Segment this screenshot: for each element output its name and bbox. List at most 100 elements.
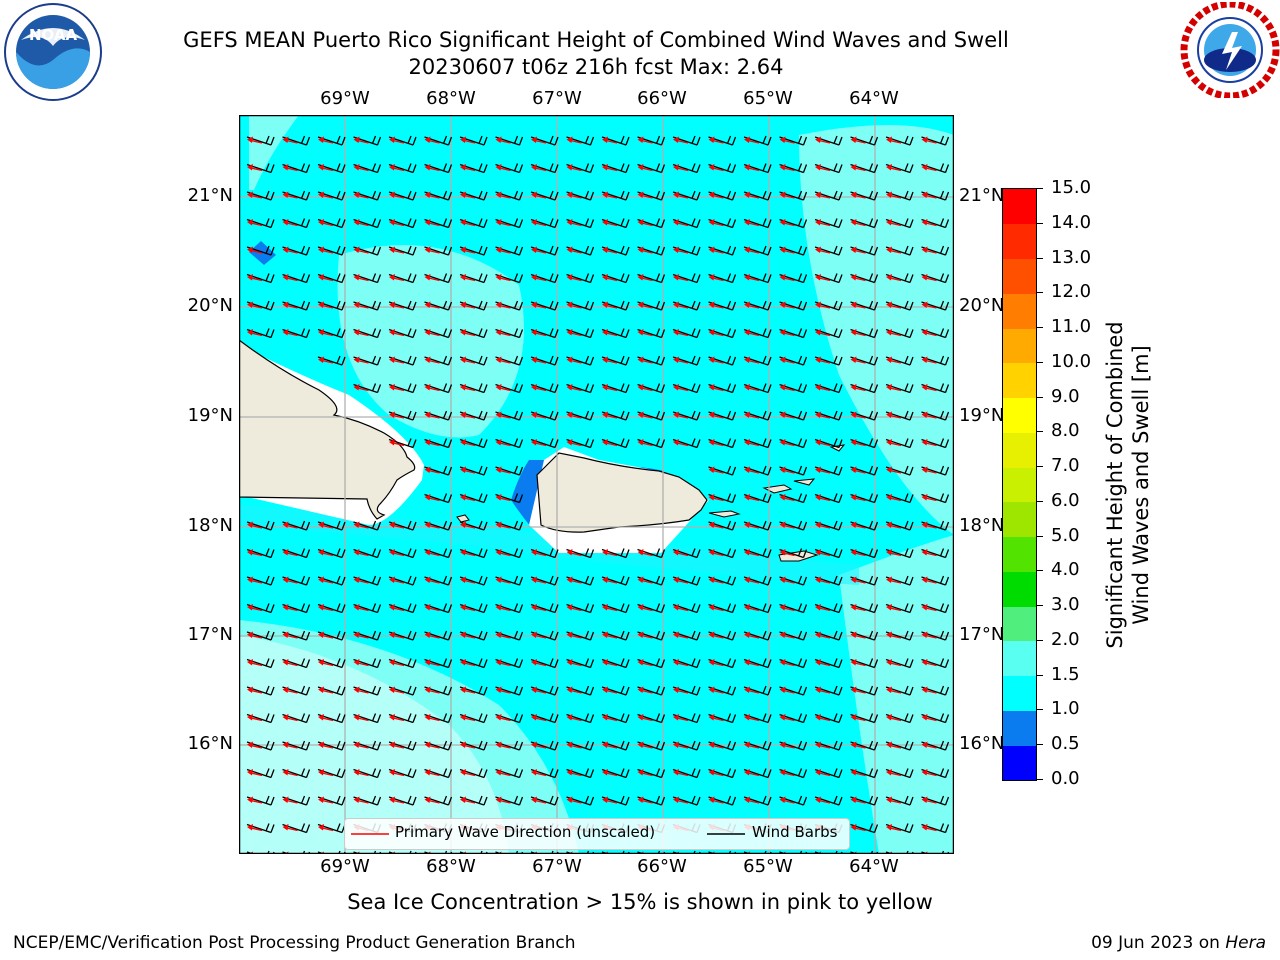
- wave-direction-arrow: [424, 274, 440, 282]
- chart-subtitle: 20230607 t06z 216h fcst Max: 2.64: [408, 55, 784, 79]
- wave-direction-arrow: [318, 576, 334, 584]
- wave-direction-arrow: [779, 219, 795, 227]
- lon-label-top: 69°W: [320, 88, 370, 109]
- wave-direction-arrow: [318, 136, 334, 144]
- wave-direction-arrow: [921, 274, 937, 282]
- colorbar-label-line2: Wind Waves and Swell [m]: [1129, 345, 1153, 625]
- colorbar-tick-label: 6.0: [1051, 489, 1080, 511]
- wave-direction-arrow: [744, 191, 760, 199]
- wave-direction-arrow: [318, 329, 334, 337]
- wave-direction-arrow: [850, 219, 866, 227]
- wave-direction-arrow: [815, 191, 831, 199]
- wave-direction-arrow: [318, 686, 334, 694]
- wave-direction-arrow: [886, 356, 902, 364]
- wave-direction-arrow: [353, 329, 369, 337]
- wave-arrow-layer: [247, 136, 937, 854]
- colorbar-tick-label: 0.0: [1051, 768, 1080, 789]
- lat-label-right: 20°N: [959, 295, 1005, 316]
- wave-direction-arrow: [886, 191, 902, 199]
- wave-direction-arrow: [566, 356, 582, 364]
- wave-direction-arrow: [850, 439, 866, 447]
- wave-direction-arrow: [389, 714, 405, 722]
- wave-direction-arrow: [460, 219, 476, 227]
- wave-direction-arrow: [744, 769, 760, 777]
- wave-direction-arrow: [353, 714, 369, 722]
- wave-direction-arrow: [531, 549, 547, 557]
- wave-direction-arrow: [850, 521, 866, 529]
- virgin-islands: [762, 444, 846, 494]
- colorbar-tick-mark: [1036, 744, 1043, 746]
- wave-direction-arrow: [779, 164, 795, 172]
- wave-direction-arrow: [673, 356, 689, 364]
- lat-label-right: 17°N: [959, 624, 1005, 645]
- wave-direction-arrow: [389, 164, 405, 172]
- footer-date: 09 Jun 2023 on Hera: [1091, 933, 1266, 953]
- wave-direction-arrow: [282, 796, 298, 804]
- colorbar-segment: [1003, 223, 1036, 259]
- wave-direction-arrow: [531, 741, 547, 749]
- wave-direction-arrow: [531, 246, 547, 254]
- wave-direction-arrow: [531, 136, 547, 144]
- lat-label-right: 16°N: [959, 733, 1005, 754]
- wave-direction-arrow: [815, 714, 831, 722]
- wave-direction-arrow: [921, 246, 937, 254]
- colorbar-segment: [1003, 258, 1036, 294]
- colorbar-tick-label: 10.0: [1051, 350, 1092, 372]
- wave-direction-arrow: [460, 521, 476, 529]
- wave-direction-arrow: [389, 219, 405, 227]
- wave-direction-arrow: [495, 796, 511, 804]
- wave-direction-arrow: [602, 439, 618, 447]
- wave-direction-arrow: [602, 356, 618, 364]
- wave-direction-arrow: [531, 686, 547, 694]
- wave-direction-arrow: [602, 219, 618, 227]
- wave-direction-arrow: [531, 191, 547, 199]
- wave-direction-arrow: [353, 274, 369, 282]
- wave-direction-arrow: [850, 191, 866, 199]
- wind-barb-legend-label: Wind Barbs: [752, 823, 838, 841]
- wave-direction-arrow: [389, 741, 405, 749]
- wave-direction-arrow: [460, 659, 476, 667]
- wave-direction-arrow: [318, 274, 334, 282]
- wave-direction-arrow: [602, 686, 618, 694]
- wave-direction-arrow: [318, 191, 334, 199]
- colorbar-segment: [1003, 745, 1036, 781]
- colorbar: [1002, 188, 1037, 781]
- wave-direction-arrow: [673, 686, 689, 694]
- wave-direction-arrow: [744, 329, 760, 337]
- wave-direction-arrow: [779, 136, 795, 144]
- wave-direction-arrow: [815, 439, 831, 447]
- wave-direction-arrow: [744, 466, 760, 474]
- wave-direction-arrow: [318, 164, 334, 172]
- wave-direction-arrow: [779, 356, 795, 364]
- wave-direction-arrow: [779, 466, 795, 474]
- wave-direction-arrow: [744, 796, 760, 804]
- wave-direction-arrow: [460, 301, 476, 309]
- wave-direction-arrow: [921, 604, 937, 612]
- lon-label-top: 65°W: [743, 88, 793, 109]
- wave-direction-arrow: [460, 631, 476, 639]
- wave-direction-arrow: [886, 136, 902, 144]
- wave-direction-arrow: [779, 329, 795, 337]
- wave-direction-arrow: [602, 714, 618, 722]
- wave-direction-arrow: [460, 356, 476, 364]
- wave-direction-arrow: [353, 356, 369, 364]
- wave-direction-arrow: [886, 329, 902, 337]
- wave-direction-arrow: [850, 466, 866, 474]
- colorbar-tick-label: 5.0: [1051, 524, 1080, 546]
- wave-direction-arrow: [424, 549, 440, 557]
- wave-direction-arrow: [779, 659, 795, 667]
- colorbar-tick-label: 3.0: [1051, 594, 1080, 616]
- wave-direction-arrow: [531, 356, 547, 364]
- wave-direction-arrow: [282, 136, 298, 144]
- wave-direction-arrow: [779, 714, 795, 722]
- wave-direction-arrow: [566, 714, 582, 722]
- wave-direction-arrow: [566, 301, 582, 309]
- map-frame: [239, 115, 954, 854]
- hispaniola-land: [239, 339, 416, 520]
- colorbar-label-line1: Significant Height of Combined: [1103, 321, 1127, 649]
- wave-direction-arrow: [673, 301, 689, 309]
- wave-direction-arrow: [531, 164, 547, 172]
- wave-direction-arrow: [389, 631, 405, 639]
- wave-direction-arrow: [637, 246, 653, 254]
- wave-direction-arrow: [708, 191, 724, 199]
